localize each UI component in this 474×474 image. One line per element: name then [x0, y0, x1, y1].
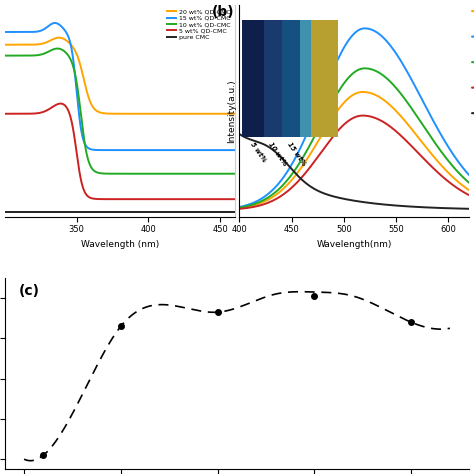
Text: 10 wt%: 10 wt% — [267, 141, 288, 167]
X-axis label: Wavelength(nm): Wavelength(nm) — [317, 239, 392, 248]
20 wt% QD-CMC — [156, 111, 162, 117]
10 wt% QD-CMC — [175, 171, 181, 177]
15 wt% QD-CMC — [175, 147, 181, 153]
10 wt% QD-CMC — [2, 53, 8, 58]
Line: 10 wt% QD-CMC: 10 wt% QD-CMC — [5, 48, 235, 174]
20 wt% QD-CMC — [106, 111, 112, 117]
15 wt% QD-CMC — [43, 26, 48, 31]
15 wt% QD-CMC — [52, 20, 58, 26]
Line: 15 wt% QD-CMC: 15 wt% QD-CMC — [5, 23, 235, 150]
20 wt% QD-CMC — [232, 111, 237, 117]
10 wt% QD-CMC — [55, 46, 60, 51]
5 wt% QD-CMC — [106, 196, 112, 202]
15 wt% QD-CMC — [106, 147, 112, 153]
pure CMC — [155, 209, 161, 215]
5 wt% QD-CMC — [43, 108, 48, 114]
10 wt% QD-CMC — [43, 50, 48, 56]
15 wt% QD-CMC — [232, 147, 237, 153]
5 wt% QD-CMC — [232, 196, 237, 202]
5 wt% QD-CMC — [138, 196, 144, 202]
10 wt% QD-CMC — [232, 171, 237, 177]
5 wt% QD-CMC — [156, 196, 162, 202]
pure CMC — [61, 209, 67, 215]
pure CMC — [175, 209, 181, 215]
Text: (c): (c) — [18, 283, 40, 298]
Text: 5 wt%: 5 wt% — [249, 141, 267, 163]
10 wt% QD-CMC — [106, 171, 112, 176]
10 wt% QD-CMC — [138, 171, 144, 177]
Text: 15 wt%: 15 wt% — [286, 141, 307, 167]
15 wt% QD-CMC — [156, 147, 162, 153]
20 wt% QD-CMC — [62, 36, 67, 42]
pure CMC — [232, 209, 237, 215]
Line: 5 wt% QD-CMC: 5 wt% QD-CMC — [5, 104, 235, 199]
20 wt% QD-CMC — [56, 35, 62, 40]
pure CMC — [2, 209, 8, 215]
10 wt% QD-CMC — [62, 48, 67, 54]
pure CMC — [137, 209, 143, 215]
Line: 20 wt% QD-CMC: 20 wt% QD-CMC — [5, 37, 235, 114]
15 wt% QD-CMC — [62, 27, 67, 32]
15 wt% QD-CMC — [2, 29, 8, 35]
20 wt% QD-CMC — [2, 42, 8, 47]
20 wt% QD-CMC — [231, 111, 237, 117]
5 wt% QD-CMC — [57, 101, 63, 107]
pure CMC — [106, 209, 111, 215]
5 wt% QD-CMC — [62, 102, 67, 108]
Legend: 20 wt% QD-CMC, 15 wt% QD-CMC, 10 wt% QD-CMC, 5 wt% QD-CMC, pure CMC: 20 wt% QD-CMC, 15 wt% QD-CMC, 10 wt% QD-… — [165, 8, 232, 41]
20 wt% QD-CMC — [138, 111, 144, 117]
10 wt% QD-CMC — [216, 171, 222, 177]
15 wt% QD-CMC — [138, 147, 144, 153]
5 wt% QD-CMC — [2, 111, 8, 117]
pure CMC — [43, 209, 48, 215]
5 wt% QD-CMC — [175, 196, 181, 202]
10 wt% QD-CMC — [156, 171, 162, 177]
5 wt% QD-CMC — [198, 196, 203, 202]
Y-axis label: Intensity(a.u.): Intensity(a.u.) — [228, 79, 237, 143]
Text: (b): (b) — [212, 5, 234, 19]
20 wt% QD-CMC — [175, 111, 181, 117]
15 wt% QD-CMC — [182, 147, 188, 153]
20 wt% QD-CMC — [43, 40, 48, 46]
X-axis label: Wavelength (nm): Wavelength (nm) — [81, 239, 159, 248]
